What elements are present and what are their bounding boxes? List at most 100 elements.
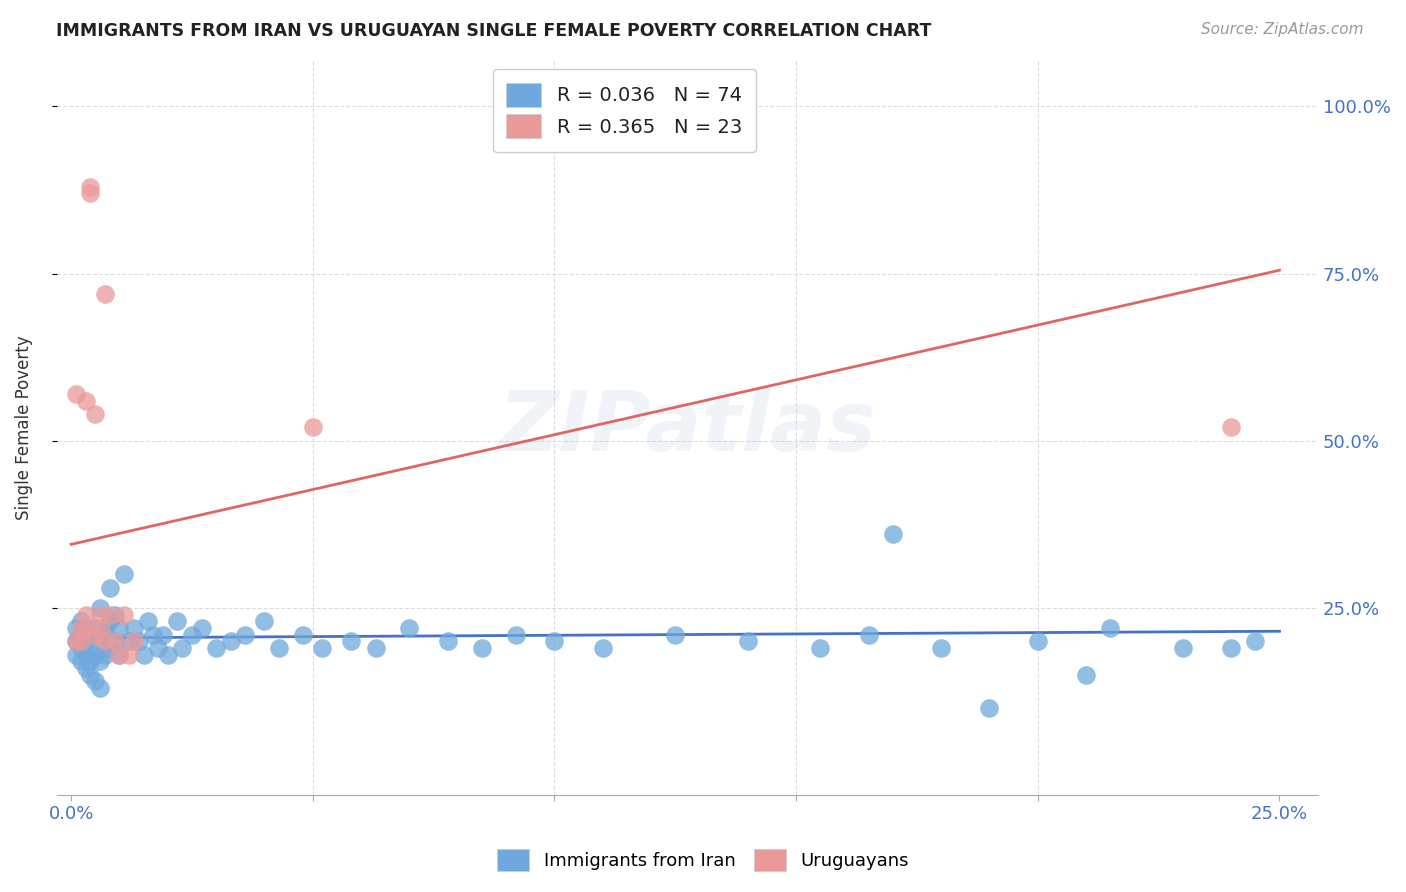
Point: [112, 567, 135, 582]
Legend: R = 0.036   N = 74, R = 0.365   N = 23: R = 0.036 N = 74, R = 0.365 N = 23: [492, 70, 756, 152]
Point: [94, 286, 117, 301]
Point: [65, 387, 87, 401]
Point: [267, 640, 290, 655]
Point: [364, 640, 387, 655]
Point: [84, 648, 107, 662]
Point: [882, 527, 904, 541]
Point: [128, 634, 150, 648]
Point: [1220, 420, 1243, 434]
Point: [89, 621, 111, 635]
Point: [1074, 667, 1097, 681]
Point: [190, 621, 212, 635]
Point: [84, 627, 107, 641]
Point: [65, 648, 87, 662]
Point: [664, 627, 686, 641]
Point: [104, 634, 127, 648]
Point: [79, 186, 101, 201]
Point: [108, 648, 131, 662]
Point: [340, 634, 363, 648]
Point: [1220, 640, 1243, 655]
Point: [592, 640, 614, 655]
Point: [1244, 634, 1267, 648]
Point: [75, 621, 97, 635]
Point: [471, 640, 494, 655]
Point: [65, 621, 87, 635]
Point: [398, 621, 420, 635]
Point: [89, 627, 111, 641]
Point: [75, 621, 97, 635]
Point: [69, 614, 91, 628]
Point: [505, 627, 527, 641]
Point: [94, 634, 117, 648]
Point: [1171, 640, 1194, 655]
Point: [79, 654, 101, 668]
Point: [98, 581, 121, 595]
Point: [75, 634, 97, 648]
Point: [69, 634, 91, 648]
Point: [737, 634, 759, 648]
Point: [89, 600, 111, 615]
Point: [108, 621, 131, 635]
Point: [233, 627, 256, 641]
Point: [132, 648, 155, 662]
Point: [98, 614, 121, 628]
Point: [79, 667, 101, 681]
Point: [94, 634, 117, 648]
Point: [104, 607, 127, 622]
Point: [219, 634, 242, 648]
Point: [1099, 621, 1122, 635]
Point: [89, 607, 111, 622]
Y-axis label: Single Female Poverty: Single Female Poverty: [15, 335, 32, 520]
Point: [69, 654, 91, 668]
Point: [146, 640, 169, 655]
Point: [84, 674, 107, 689]
Point: [808, 640, 831, 655]
Text: ZIPatlas: ZIPatlas: [499, 387, 876, 467]
Point: [979, 701, 1001, 715]
Point: [94, 648, 117, 662]
Point: [138, 614, 160, 628]
Point: [122, 634, 145, 648]
Point: [94, 621, 117, 635]
Point: [858, 627, 880, 641]
Point: [69, 627, 91, 641]
Point: [156, 648, 179, 662]
Point: [166, 614, 188, 628]
Text: IMMIGRANTS FROM IRAN VS URUGUAYAN SINGLE FEMALE POVERTY CORRELATION CHART: IMMIGRANTS FROM IRAN VS URUGUAYAN SINGLE…: [56, 22, 932, 40]
Point: [1026, 634, 1049, 648]
Point: [69, 621, 91, 635]
Point: [98, 607, 121, 622]
Point: [122, 621, 145, 635]
Point: [437, 634, 460, 648]
Point: [65, 634, 87, 648]
Point: [142, 627, 165, 641]
Point: [75, 607, 97, 622]
Legend: Immigrants from Iran, Uruguayans: Immigrants from Iran, Uruguayans: [489, 842, 917, 879]
Point: [79, 179, 101, 194]
Point: [89, 681, 111, 695]
Point: [118, 634, 141, 648]
Point: [181, 627, 204, 641]
Point: [79, 640, 101, 655]
Point: [84, 407, 107, 421]
Point: [65, 634, 87, 648]
Point: [172, 640, 194, 655]
Point: [929, 640, 952, 655]
Point: [89, 654, 111, 668]
Point: [75, 661, 97, 675]
Point: [152, 627, 174, 641]
Point: [79, 627, 101, 641]
Point: [543, 634, 565, 648]
Point: [108, 648, 131, 662]
Point: [292, 627, 315, 641]
Point: [75, 393, 97, 408]
Point: [253, 614, 276, 628]
Point: [69, 640, 91, 655]
Point: [205, 640, 228, 655]
Point: [98, 640, 121, 655]
Point: [118, 648, 141, 662]
Point: [301, 420, 323, 434]
Point: [104, 634, 127, 648]
Point: [84, 621, 107, 635]
Text: Source: ZipAtlas.com: Source: ZipAtlas.com: [1201, 22, 1364, 37]
